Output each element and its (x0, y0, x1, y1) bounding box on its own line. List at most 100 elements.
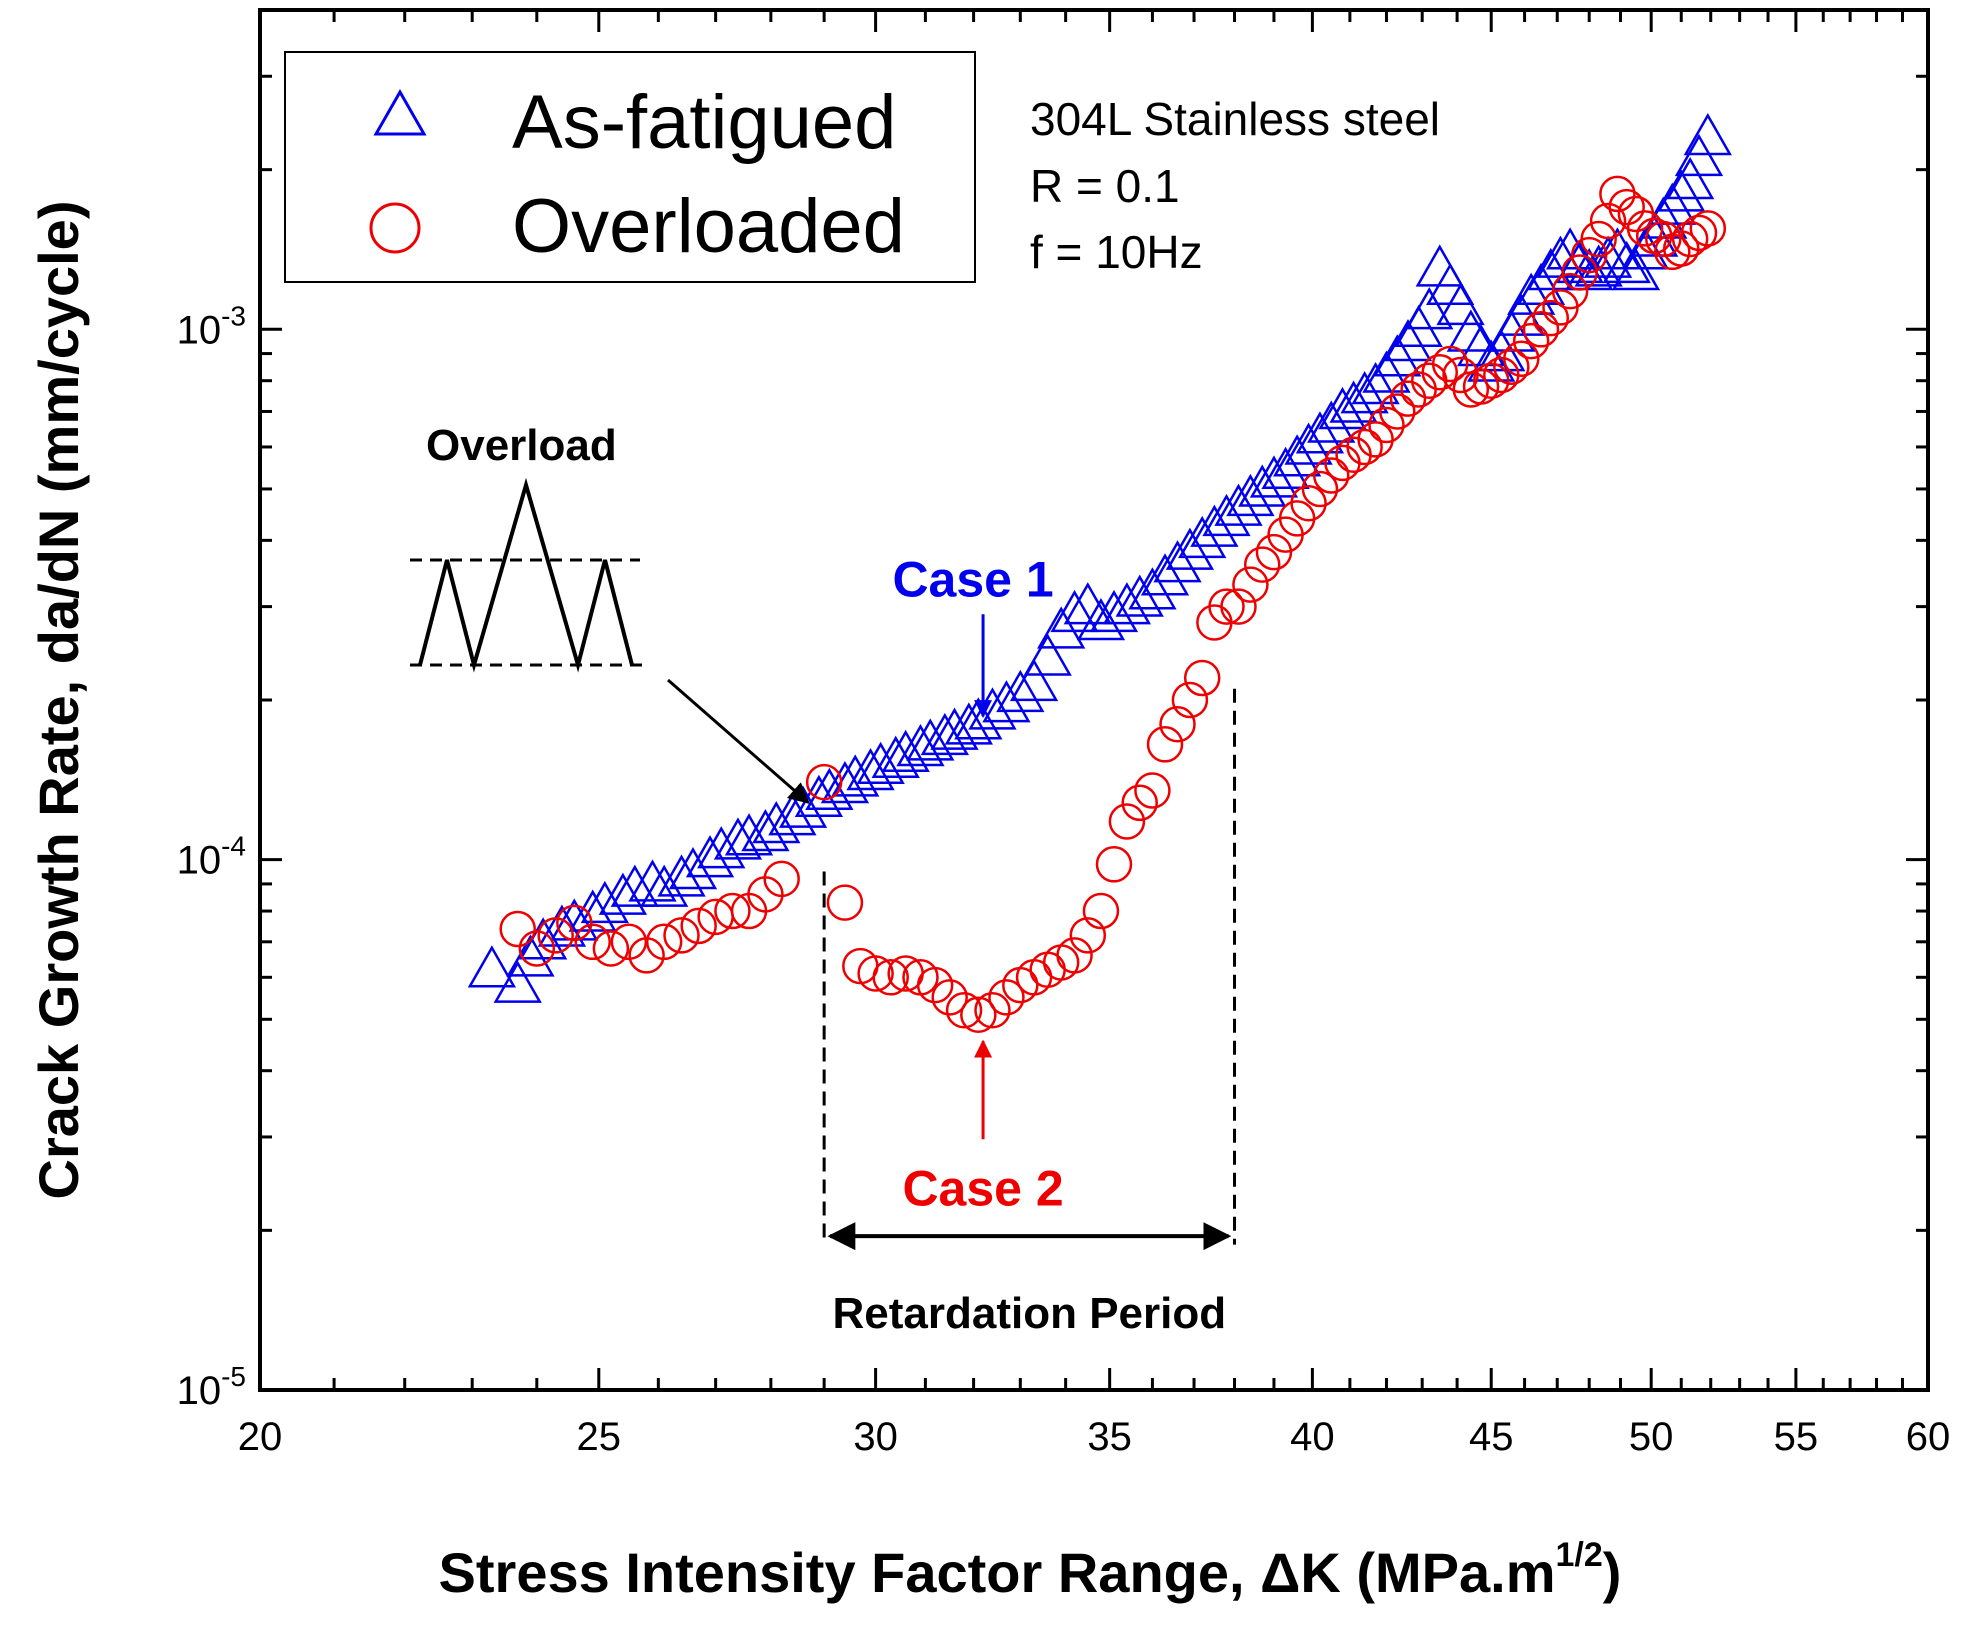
retardation-label: Retardation Period (833, 1289, 1227, 1338)
x-tick-label: 50 (1629, 1415, 1674, 1459)
overloaded-point (1522, 311, 1560, 348)
x-tick-label: 35 (1087, 1415, 1132, 1459)
overloaded-point (1512, 322, 1550, 360)
legend: As-fatigued Overloaded (284, 51, 976, 283)
as-fatigued-point (1153, 540, 1202, 583)
as-fatigued-point (871, 735, 920, 778)
as-fatigued-point (1178, 515, 1227, 559)
overloaded-point (1290, 484, 1327, 522)
overloaded-point (1134, 772, 1171, 809)
as-fatigued-point (1009, 658, 1059, 702)
x-tick-label: 30 (853, 1415, 898, 1459)
overloaded-point (1346, 428, 1383, 466)
as-fatigued-point (996, 669, 1045, 713)
as-fatigued-point (1657, 169, 1706, 212)
overloaded-point (1410, 362, 1448, 399)
as-fatigued-point (982, 680, 1031, 723)
overloaded-point (1532, 299, 1570, 337)
overload-arrow (667, 678, 810, 804)
overloaded-point (574, 923, 611, 961)
overloaded-point (1095, 846, 1133, 883)
overloaded-point (1042, 944, 1080, 981)
as-fatigued-point (1249, 455, 1299, 498)
overloaded-point (1220, 588, 1257, 625)
as-fatigued-point (1261, 446, 1310, 489)
as-fatigued-point (568, 889, 617, 932)
overloaded-point (1335, 436, 1372, 474)
overloaded-point (763, 860, 800, 898)
overloaded-point (1580, 220, 1617, 258)
x-tick-label: 45 (1469, 1415, 1514, 1459)
as-fatigued-point (1165, 527, 1215, 570)
as-fatigued-point (1050, 589, 1099, 633)
overloaded-point (1108, 803, 1146, 840)
as-fatigued-point (1507, 272, 1556, 315)
x-tick-label: 25 (577, 1415, 622, 1459)
overloaded-point (872, 959, 909, 996)
overloaded-point (1208, 588, 1245, 625)
overloaded-point (1379, 393, 1416, 430)
as-fatigued-point (1467, 339, 1516, 382)
as-fatigued-point (820, 760, 870, 804)
overloaded-point (1493, 348, 1530, 385)
overloaded-point (499, 910, 536, 948)
as-fatigued-point (685, 835, 735, 878)
as-fatigued-point (610, 864, 659, 907)
overloaded-point (1368, 406, 1405, 444)
as-fatigued-point (1295, 411, 1345, 454)
as-fatigued-point (1545, 227, 1595, 270)
series-layer (467, 112, 1732, 1033)
overloaded-point (680, 907, 717, 945)
as-fatigued-point (493, 960, 542, 1003)
overloaded-point (1121, 784, 1158, 822)
as-fatigued-point (741, 809, 790, 852)
as-fatigued-point (697, 826, 746, 869)
overloaded-point (1626, 210, 1664, 247)
overloaded-point (1421, 353, 1458, 391)
overloaded-point (1599, 175, 1636, 213)
overloaded-point (1689, 210, 1727, 247)
as-fatigued-point (1140, 553, 1190, 596)
y-axis-title: Crack Growth Rate, da/dN (mm/cycle) (27, 201, 90, 1200)
as-fatigued-point (1683, 112, 1732, 156)
overloaded-point (945, 992, 983, 1029)
overloaded-point (931, 979, 968, 1016)
overloaded-point (857, 955, 894, 992)
overloaded-point (518, 930, 556, 967)
overloaded-point (1069, 917, 1107, 954)
case1-label: Case 1 (892, 551, 1053, 607)
as-fatigued-point (920, 712, 970, 756)
legend-triangle-marker (373, 88, 427, 136)
as-fatigued-point (954, 697, 1003, 740)
as-fatigued-point (881, 729, 930, 773)
overloaded-point (1589, 202, 1627, 240)
overloaded-point (805, 763, 843, 801)
overloaded-point (1183, 659, 1221, 697)
overloaded-point (1232, 566, 1269, 603)
x-axis-title: Stress Intensity Factor Range, ΔK (MPa.m… (439, 1536, 1622, 1604)
as-fatigued-point (668, 846, 718, 890)
legend-as-fatigued: As-fatigued (512, 80, 896, 165)
overloaded-point (974, 992, 1011, 1029)
overloaded-point (1301, 470, 1339, 508)
as-fatigued-point (1415, 244, 1464, 287)
overloaded-point (1146, 726, 1184, 763)
as-fatigued-point (1102, 582, 1152, 625)
overloaded-point (556, 904, 593, 942)
axis-ticks (258, 8, 1930, 1392)
as-fatigued-point (1362, 350, 1411, 393)
y-tick-label: 10-3 (177, 300, 246, 352)
overloaded-point (1056, 937, 1093, 974)
overloaded-point (1255, 533, 1293, 571)
as-fatigued-point (1318, 386, 1367, 430)
as-fatigued-point (640, 864, 689, 907)
as-fatigued-point (930, 707, 979, 750)
overloaded-point (1029, 951, 1066, 989)
y-tick-label: 10-4 (177, 831, 246, 883)
as-fatigued-point (831, 754, 880, 797)
as-fatigued-point (1574, 244, 1623, 287)
as-fatigued-point (1666, 156, 1715, 200)
as-fatigued-point (467, 945, 517, 988)
case2-label: Case 2 (902, 1160, 1063, 1216)
